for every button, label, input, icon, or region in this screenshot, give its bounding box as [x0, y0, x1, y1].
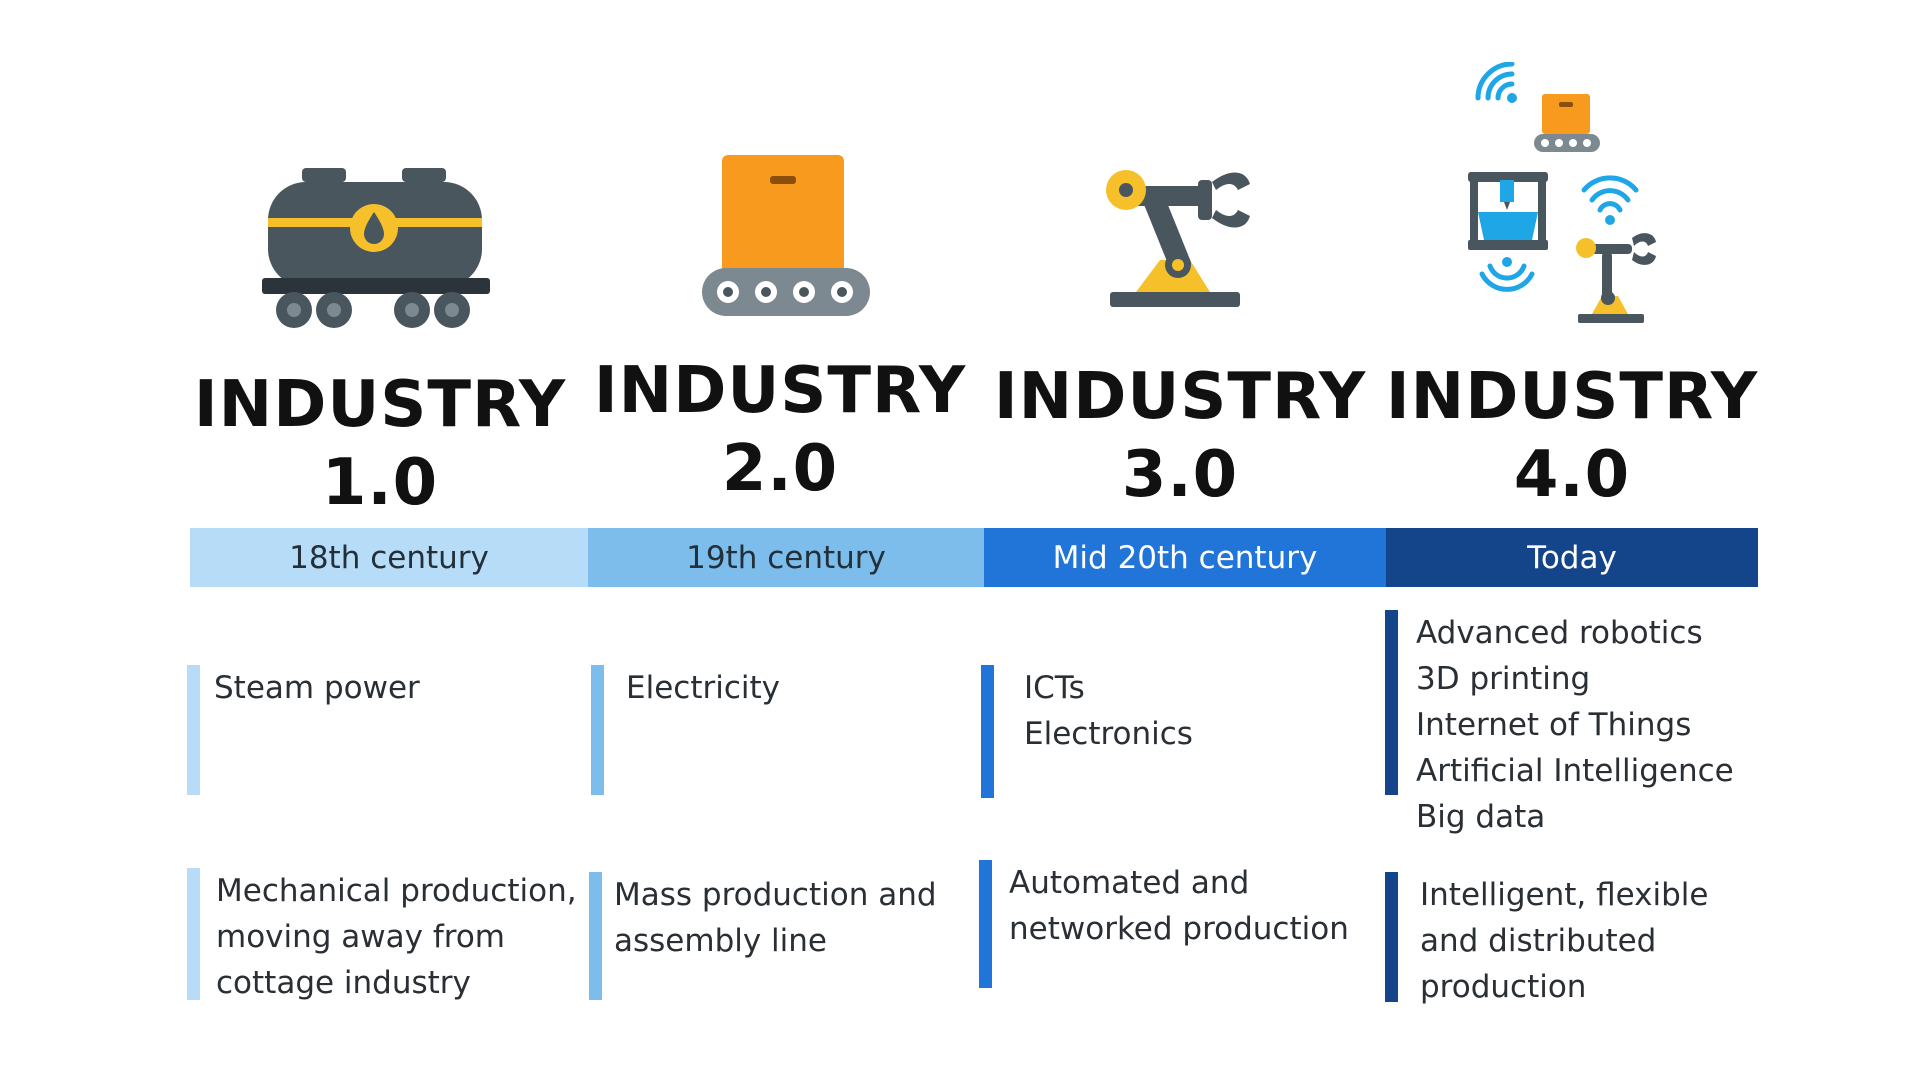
industry-3-driver: ICTs Electronics — [981, 665, 1193, 798]
robot-arm-icon — [1106, 170, 1250, 307]
industry-2-outcome: Mass production and assembly line — [589, 872, 937, 1000]
industry-4-title: INDUSTRY 4.0 — [1372, 358, 1772, 514]
title-line-2: 4.0 — [1513, 438, 1631, 512]
title-line-2: 3.0 — [1121, 438, 1239, 512]
industry-1-title: INDUSTRY 1.0 — [180, 366, 580, 522]
title-line-1: INDUSTRY — [193, 368, 567, 442]
title-line-1: INDUSTRY — [1385, 360, 1759, 434]
smart-factory-icon — [1468, 62, 1656, 323]
industry-1-driver: Steam power — [187, 665, 420, 795]
period-today: Today — [1386, 528, 1758, 587]
title-line-2: 1.0 — [321, 446, 439, 520]
industry-2-driver: Electricity — [591, 665, 780, 795]
period-18th-century: 18th century — [190, 528, 588, 587]
period-mid-20th-century: Mid 20th century — [984, 528, 1386, 587]
industry-1-outcome: Mechanical production, moving away from … — [187, 868, 577, 1001]
title-line-1: INDUSTRY — [993, 360, 1367, 434]
title-line-2: 2.0 — [721, 432, 839, 506]
conveyor-box-icon — [702, 155, 870, 316]
industry-4-outcome: Intelligent, flexible and distributed pr… — [1385, 872, 1709, 1005]
title-line-1: INDUSTRY — [593, 354, 967, 428]
industry-4-driver: Advanced robotics 3D printing Internet o… — [1385, 610, 1734, 835]
industry-3-outcome: Automated and networked production — [979, 860, 1349, 988]
period-19th-century: 19th century — [588, 528, 984, 587]
tank-wagon-icon — [262, 168, 490, 328]
industry-3-title: INDUSTRY 3.0 — [980, 358, 1380, 514]
industry-2-title: INDUSTRY 2.0 — [580, 352, 980, 508]
